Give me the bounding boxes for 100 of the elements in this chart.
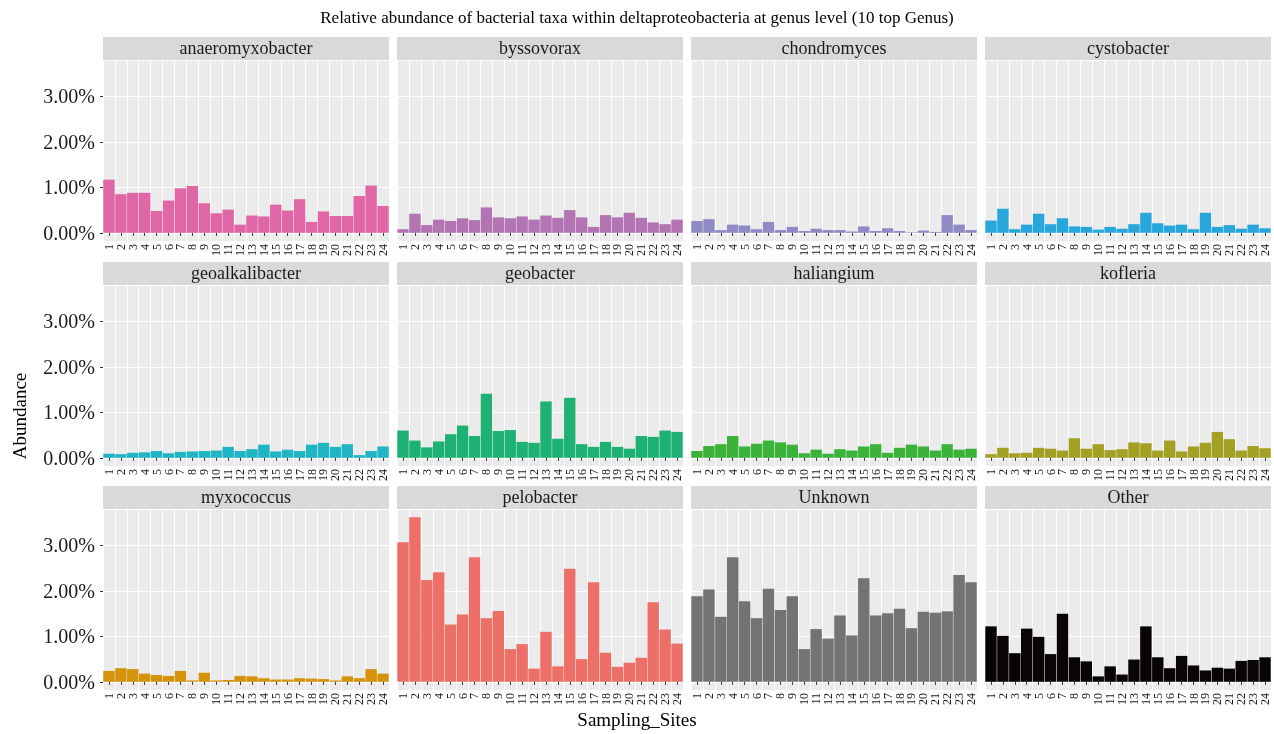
x-tick-label: 24 [964, 469, 978, 481]
x-tick-label: 16 [574, 469, 589, 481]
x-tick-label: 5 [443, 469, 458, 475]
x-tick-label: 3 [713, 469, 728, 475]
y-tick-label: 2.00% [43, 579, 95, 602]
x-tick-label: 5 [149, 244, 164, 250]
x-tick-label: 3 [1007, 244, 1022, 250]
x-tick-label: 2 [701, 469, 716, 475]
x-tick-label: 11 [221, 469, 236, 481]
x-tick-label: 17 [1174, 244, 1189, 256]
x-tick-label: 20 [328, 693, 343, 705]
x-tick-label: 4 [725, 469, 740, 475]
x-tick-label: 11 [515, 469, 530, 481]
x-tick-label: 21 [928, 693, 943, 705]
x-tick-label: 16 [868, 693, 883, 705]
x-tick-label: 1 [690, 244, 704, 250]
x-tick-label: 22 [1234, 693, 1249, 705]
x-tick-label: 11 [515, 244, 530, 256]
x-tick-label: 16 [280, 469, 295, 481]
x-tick-label: 4 [137, 244, 152, 250]
x-tick-label: 8 [1067, 693, 1082, 699]
x-tick-label: 5 [443, 244, 458, 250]
x-tick-label: 14 [550, 469, 565, 481]
x-tick-label: 20 [622, 244, 637, 256]
chart-title: myxococcus [103, 486, 389, 509]
x-tick-label: 5 [1031, 244, 1046, 250]
chart-title: haliangium [691, 262, 977, 285]
x-tick-label: 14 [256, 693, 271, 705]
x-tick-label: 6 [749, 693, 764, 699]
x-tick-label: 17 [586, 693, 601, 705]
x-tick-label: 9 [1079, 244, 1094, 250]
y-tick-label: 1.00% [43, 176, 95, 199]
x-tick-label: 16 [280, 244, 295, 256]
chart-title: kofleria [985, 262, 1271, 285]
x-tick-label: 21 [634, 693, 649, 705]
x-tick-label: 9 [785, 693, 800, 699]
x-tick-label: 5 [1031, 693, 1046, 699]
x-tick-label: 17 [1174, 693, 1189, 705]
x-tick-label: 24 [1258, 693, 1272, 705]
x-tick-label: 3 [1007, 693, 1022, 699]
x-tick-label: 14 [550, 693, 565, 705]
x-tick-label: 24 [376, 469, 390, 481]
x-tick-label: 19 [1198, 469, 1213, 481]
x-tick-label: 15 [1150, 244, 1165, 256]
x-tick-label: 10 [209, 469, 224, 481]
x-tick-label: 19 [904, 469, 919, 481]
x-tick-label: 10 [503, 469, 518, 481]
x-tick-label: 5 [1031, 469, 1046, 475]
x-tick-label: 2 [995, 244, 1010, 250]
x-tick-label: 23 [364, 693, 379, 705]
x-tick-label: 20 [916, 469, 931, 481]
x-tick-label: 2 [407, 693, 422, 699]
x-tick-label: 14 [844, 244, 859, 256]
x-tick-label: 2 [407, 469, 422, 475]
x-tick-label: 2 [995, 469, 1010, 475]
x-tick-label: 8 [1067, 244, 1082, 250]
x-tick-label: 23 [952, 244, 967, 256]
x-tick-label: 18 [1186, 469, 1201, 481]
x-tick-label: 16 [868, 244, 883, 256]
x-tick-label: 18 [304, 469, 319, 481]
x-tick-label: 18 [598, 469, 613, 481]
x-tick-label: 19 [316, 469, 331, 481]
x-tick-label: 23 [952, 693, 967, 705]
x-tick-label: 16 [1162, 469, 1177, 481]
x-tick-label: 14 [1138, 244, 1153, 256]
x-tick-label: 11 [221, 244, 236, 256]
x-tick-label: 15 [856, 693, 871, 705]
x-tick-label: 15 [856, 244, 871, 256]
x-tick-label: 10 [503, 244, 518, 256]
x-tick-label: 21 [340, 244, 355, 256]
x-tick-label: 21 [1222, 469, 1237, 481]
x-tick-label: 8 [773, 693, 788, 699]
x-tick-label: 15 [856, 469, 871, 481]
x-tick-label: 10 [1091, 469, 1106, 481]
x-tick-label: 2 [113, 693, 128, 699]
chart-title: geobacter [397, 262, 683, 285]
x-tick-label: 18 [598, 693, 613, 705]
x-tick-label: 1 [396, 469, 410, 475]
x-tick-label: 4 [1019, 469, 1034, 475]
x-tick-label: 1 [984, 244, 998, 250]
x-tick-label: 6 [749, 244, 764, 250]
x-tick-label: 18 [304, 244, 319, 256]
x-tick-label: 17 [1174, 469, 1189, 481]
x-tick-label: 18 [1186, 244, 1201, 256]
x-tick-label: 7 [173, 244, 188, 250]
x-tick-label: 20 [1210, 469, 1225, 481]
x-tick-label: 4 [431, 244, 446, 250]
x-tick-label: 20 [328, 244, 343, 256]
x-tick-label: 24 [1258, 244, 1272, 256]
x-tick-label: 17 [880, 693, 895, 705]
x-tick-label: 21 [1222, 693, 1237, 705]
x-tick-label: 8 [1067, 469, 1082, 475]
x-tick-label: 21 [634, 469, 649, 481]
x-tick-label: 23 [1246, 693, 1261, 705]
x-tick-label: 3 [125, 244, 140, 250]
x-tick-label: 22 [646, 469, 661, 481]
x-tick-label: 16 [280, 693, 295, 705]
x-tick-label: 10 [1091, 244, 1106, 256]
x-tick-label: 20 [916, 693, 931, 705]
x-tick-label: 24 [376, 244, 390, 256]
